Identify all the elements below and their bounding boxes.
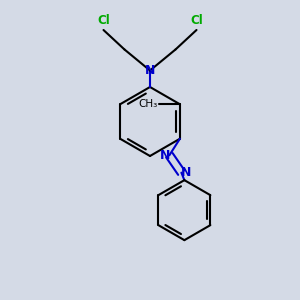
Text: Cl: Cl: [97, 14, 110, 27]
Text: N: N: [160, 149, 170, 162]
Text: N: N: [181, 166, 191, 179]
Text: CH₃: CH₃: [138, 99, 158, 109]
Text: Cl: Cl: [190, 14, 203, 27]
Text: N: N: [145, 64, 155, 77]
